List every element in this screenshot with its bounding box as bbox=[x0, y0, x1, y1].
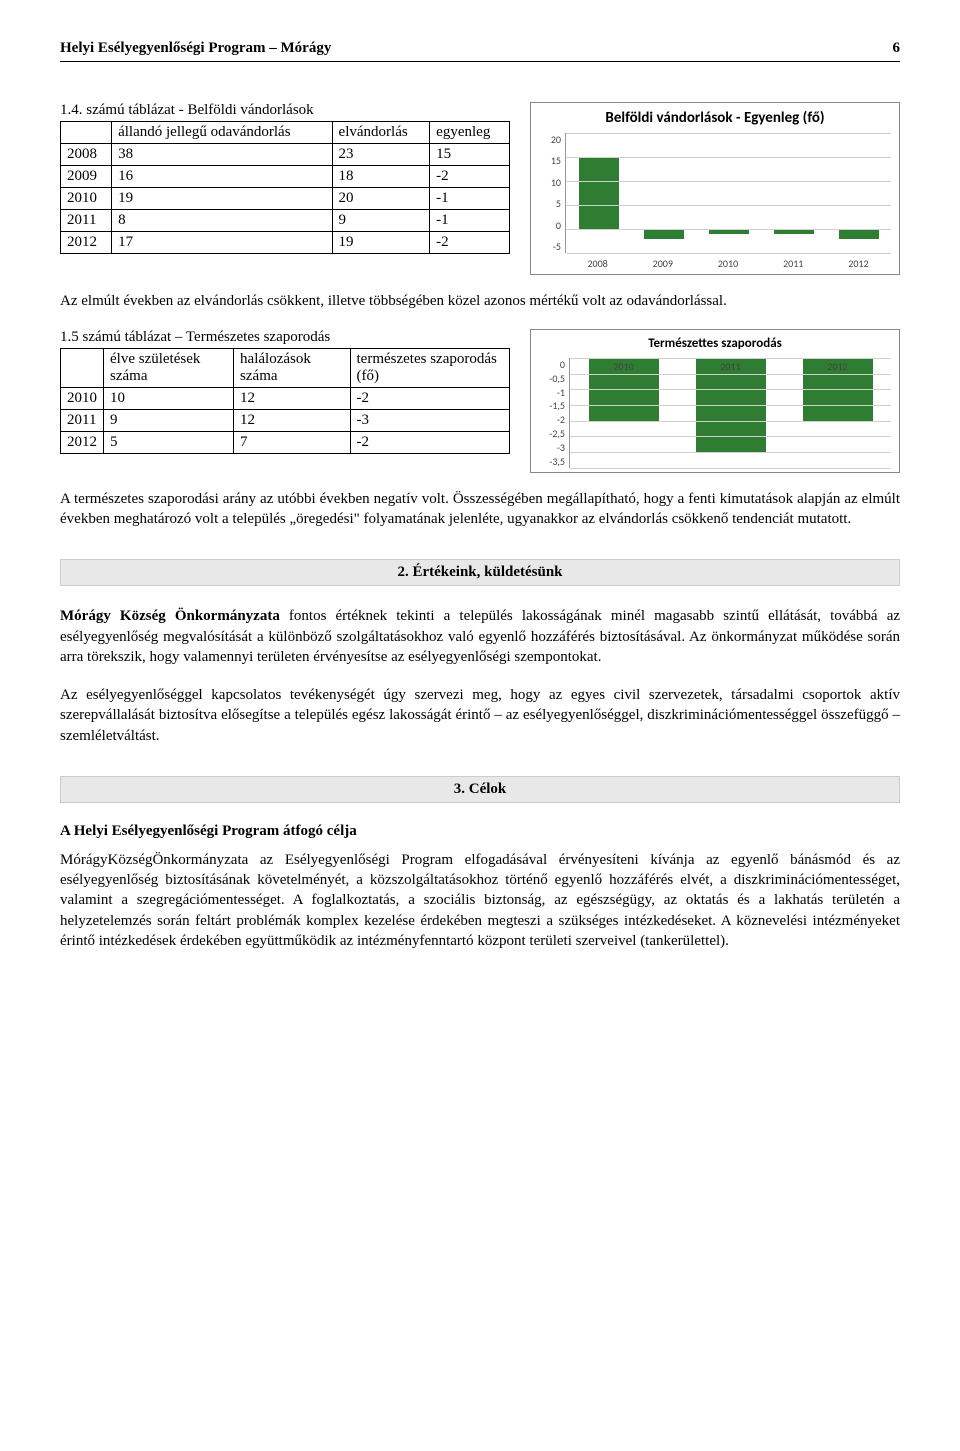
section3-p1: MórágyKözségÖnkormányzata az Esélyegyenl… bbox=[60, 850, 900, 951]
table1-h2: elvándorlás bbox=[332, 122, 430, 144]
table2-h3: természetes szaporodás (fő) bbox=[350, 349, 510, 388]
section3-heading: 3. Célok bbox=[60, 776, 900, 803]
chart2-xlabel: 2011 bbox=[696, 360, 766, 373]
chart1-plot bbox=[565, 133, 891, 253]
chart1-xlabel: 2010 bbox=[695, 257, 760, 270]
chart1-xlabel: 2008 bbox=[565, 257, 630, 270]
chart1-title: Belföldi vándorlások - Egyenleg (fő) bbox=[539, 109, 891, 127]
chart1-xlabel: 2012 bbox=[826, 257, 891, 270]
section2-p1: Mórágy Község Önkormányzata fontos érték… bbox=[60, 606, 900, 667]
table1-title: 1.4. számú táblázat - Belföldi vándorlás… bbox=[60, 102, 510, 119]
chart2-xlabel: 2010 bbox=[589, 360, 659, 373]
chart1-bar bbox=[644, 229, 684, 239]
table-row: 2008382315 bbox=[61, 144, 510, 166]
table-row: 201257-2 bbox=[61, 432, 510, 454]
table-row: 20121719-2 bbox=[61, 232, 510, 254]
table-row: 20101012-2 bbox=[61, 388, 510, 410]
table1-h0 bbox=[61, 122, 112, 144]
chart2-title: Természettes szaporodás bbox=[539, 336, 891, 352]
table-row: 201189-1 bbox=[61, 210, 510, 232]
table2: élve születések száma halálozások száma … bbox=[60, 348, 510, 454]
header-page: 6 bbox=[893, 40, 901, 57]
chart1-bar bbox=[839, 229, 879, 239]
chart2: Természettes szaporodás 0 -0,5 -1 -1,5 -… bbox=[530, 329, 900, 473]
table1-h1: állandó jellegű odavándorlás bbox=[112, 122, 332, 144]
bold-org-name: Mórágy Község Önkormányzata bbox=[60, 608, 280, 624]
paragraph-2: A természetes szaporodási arány az utóbb… bbox=[60, 489, 900, 530]
page-header: Helyi Esélyegyenlőségi Program – Mórágy … bbox=[60, 40, 900, 62]
section2-p2: Az esélyegyenlőséggel kapcsolatos tevéke… bbox=[60, 685, 900, 746]
paragraph-1: Az elmúlt években az elvándorlás csökken… bbox=[60, 291, 900, 311]
table2-h0 bbox=[61, 349, 104, 388]
chart1-yaxis: 20 15 10 5 0 -5 bbox=[539, 133, 565, 253]
chart1-xlabel: 2011 bbox=[761, 257, 826, 270]
chart1-xlabel: 2009 bbox=[630, 257, 695, 270]
table-row: 20101920-1 bbox=[61, 188, 510, 210]
table1: állandó jellegű odavándorlás elvándorlás… bbox=[60, 121, 510, 254]
chart1: Belföldi vándorlások - Egyenleg (fő) 20 … bbox=[530, 102, 900, 275]
table2-header-row: élve születések száma halálozások száma … bbox=[61, 349, 510, 388]
table-row: 20091618-2 bbox=[61, 166, 510, 188]
chart2-yaxis: 0 -0,5 -1 -1,5 -2 -2,5 -3 -3,5 bbox=[539, 358, 569, 468]
section2-heading: 2. Értékeink, küldetésünk bbox=[60, 559, 900, 586]
chart1-xaxis: 20082009201020112012 bbox=[565, 257, 891, 270]
table2-h1: élve születések száma bbox=[104, 349, 234, 388]
chart1-bar bbox=[579, 157, 619, 229]
table-row: 2011912-3 bbox=[61, 410, 510, 432]
header-title: Helyi Esélyegyenlőségi Program – Mórágy bbox=[60, 40, 331, 57]
table1-header-row: állandó jellegű odavándorlás elvándorlás… bbox=[61, 122, 510, 144]
table2-title: 1.5 számú táblázat – Természetes szaporo… bbox=[60, 329, 510, 346]
chart2-plot: 2010 2011 2012 bbox=[569, 358, 891, 468]
table1-h3: egyenleg bbox=[430, 122, 510, 144]
chart2-xlabel: 2012 bbox=[803, 360, 873, 373]
section3-subheading: A Helyi Esélyegyenlőségi Program átfogó … bbox=[60, 823, 900, 840]
table2-h2: halálozások száma bbox=[234, 349, 350, 388]
